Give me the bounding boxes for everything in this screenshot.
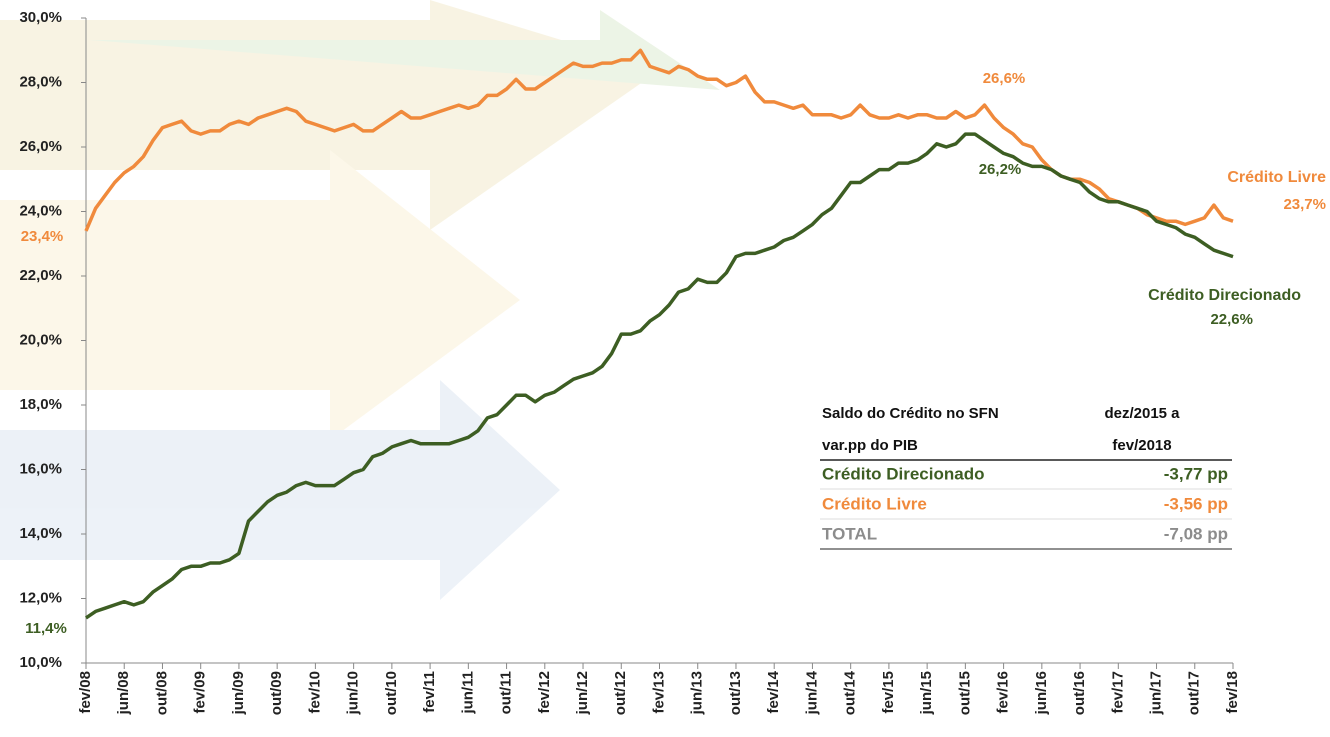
- table-header: dez/2015 a: [1104, 405, 1180, 422]
- x-tick-label: fev/17: [1109, 671, 1126, 714]
- y-tick-label: 16,0%: [19, 460, 62, 477]
- table-cell: Crédito Livre: [822, 494, 927, 513]
- x-tick-label: fev/14: [765, 670, 782, 713]
- table-cell: TOTAL: [822, 524, 877, 543]
- series-label: Crédito Direcionado: [1148, 287, 1301, 304]
- table-cell: -3,56 pp: [1164, 494, 1228, 513]
- chart: 10,0% 12,0% 14,0% 16,0% 18,0% 20,0% 22,0% 24,0%…: [0, 0, 1330, 737]
- x-tick-label: fev/13: [650, 671, 667, 714]
- x-tick-label: out/10: [383, 671, 400, 715]
- y-tick-label: 12,0%: [19, 589, 62, 606]
- x-tick-label: fev/12: [536, 671, 553, 714]
- x-tick-label: jun/08: [115, 671, 132, 715]
- annotation: 22,6%: [1210, 311, 1253, 328]
- x-tick-label: jun/09: [230, 671, 247, 715]
- x-tick-label: out/14: [842, 670, 859, 715]
- x-tick-label: jun/15: [918, 671, 935, 715]
- y-tick-label: 24,0%: [19, 202, 62, 219]
- x-tick-label: fev/09: [192, 671, 209, 714]
- y-tick-label: 18,0%: [19, 396, 62, 413]
- summary-table: Saldo do Crédito no SFN dez/2015 a var.pp …: [820, 405, 1232, 549]
- y-tick-label: 30,0%: [19, 9, 62, 26]
- table-header: var.pp do PIB: [822, 437, 918, 454]
- x-tick-label: out/13: [727, 671, 744, 715]
- x-tick-label: jun/12: [574, 671, 591, 715]
- series-label: Crédito Livre: [1227, 169, 1326, 186]
- x-tick-label: jun/16: [1033, 671, 1050, 715]
- background-arrows: [0, 0, 720, 600]
- table-cell: Crédito Direcionado: [822, 464, 984, 483]
- x-tick-label: jun/17: [1148, 671, 1165, 715]
- x-tick-label: jun/10: [345, 671, 362, 715]
- x-tick-label: fev/08: [77, 671, 94, 714]
- x-tick-label: out/16: [1071, 671, 1088, 715]
- y-tick-label: 10,0%: [19, 654, 62, 671]
- y-tick-label: 14,0%: [19, 525, 62, 542]
- x-tick-label: fev/18: [1224, 671, 1241, 714]
- x-tick-label: out/12: [612, 671, 629, 715]
- x-tick-label: out/17: [1186, 671, 1203, 715]
- y-tick-label: 22,0%: [19, 267, 62, 284]
- x-tick-label: jun/13: [689, 671, 706, 715]
- y-tick-label: 20,0%: [19, 331, 62, 348]
- y-tick-label: 28,0%: [19, 73, 62, 90]
- annotation: 26,6%: [983, 70, 1026, 87]
- table-header: fev/2018: [1112, 437, 1171, 454]
- x-tick-label: out/08: [153, 671, 170, 715]
- x-tick-label: jun/14: [803, 670, 820, 715]
- x-tick-label: out/09: [268, 671, 285, 715]
- annotation: 23,4%: [21, 228, 64, 245]
- annotation: 11,4%: [25, 620, 67, 637]
- table-cell: -3,77 pp: [1164, 464, 1228, 483]
- table-cell: -7,08 pp: [1164, 524, 1228, 543]
- x-tick-label: out/15: [956, 671, 973, 715]
- annotation: 26,2%: [979, 161, 1022, 178]
- table-header: Saldo do Crédito no SFN: [822, 405, 999, 422]
- x-tick-label: fev/16: [995, 671, 1012, 714]
- x-tick-label: fev/10: [306, 671, 323, 714]
- x-tick-label: jun/11: [459, 671, 476, 715]
- x-tick-label: out/11: [498, 671, 515, 714]
- x-tick-label: fev/15: [880, 671, 897, 714]
- x-tick-label: fev/11: [421, 671, 438, 713]
- annotation: 23,7%: [1283, 196, 1326, 213]
- y-tick-label: 26,0%: [19, 138, 62, 155]
